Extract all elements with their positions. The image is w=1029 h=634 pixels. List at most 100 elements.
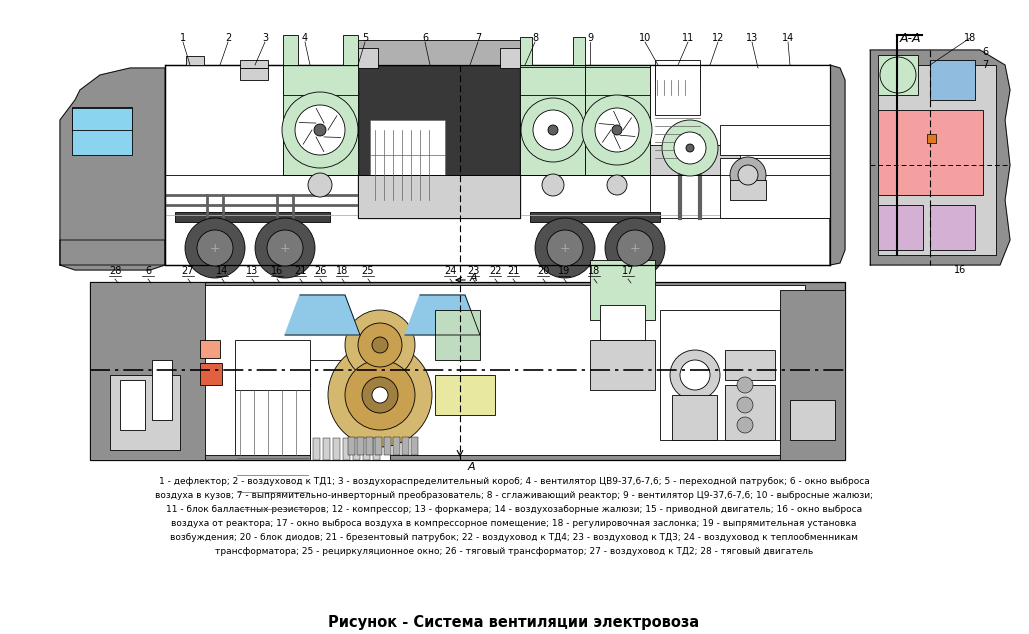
Bar <box>878 55 918 95</box>
Polygon shape <box>285 295 360 335</box>
Circle shape <box>548 125 558 135</box>
Circle shape <box>680 360 710 390</box>
Bar <box>200 285 805 455</box>
Text: 6: 6 <box>422 33 428 43</box>
Text: 11 - блок балластных резисторов; 12 - компрессор; 13 - форкамера; 14 - воздухоза: 11 - блок балластных резисторов; 12 - ко… <box>166 505 862 514</box>
Text: 6: 6 <box>982 47 988 57</box>
Text: возбуждения; 20 - блок диодов; 21 - брезентовый патрубок; 22 - воздуховод к ТД4;: возбуждения; 20 - блок диодов; 21 - брез… <box>170 533 858 542</box>
Text: 13: 13 <box>746 33 758 43</box>
Bar <box>235 375 310 455</box>
Bar <box>175 212 330 222</box>
Bar <box>283 135 358 175</box>
Text: 23: 23 <box>467 266 480 276</box>
Circle shape <box>345 360 415 430</box>
Polygon shape <box>870 50 1010 265</box>
Circle shape <box>737 377 753 393</box>
Bar <box>520 37 532 65</box>
Bar <box>375 437 382 455</box>
Bar <box>520 65 586 175</box>
Text: 3: 3 <box>262 33 269 43</box>
Bar <box>402 437 409 455</box>
Text: 14: 14 <box>216 266 228 276</box>
Circle shape <box>362 377 398 413</box>
Text: 20: 20 <box>537 266 549 276</box>
Text: 22: 22 <box>489 266 501 276</box>
Bar <box>384 437 391 455</box>
Text: А-А: А-А <box>899 32 921 44</box>
Text: воздуха в кузов; 7 - выпрямительно-инверторный преобразователь; 8 - сглаживающий: воздуха в кузов; 7 - выпрямительно-инвер… <box>155 491 873 500</box>
Text: 11: 11 <box>682 33 695 43</box>
Bar <box>358 48 378 68</box>
Circle shape <box>255 218 315 278</box>
Bar <box>435 310 480 360</box>
Bar <box>120 380 145 430</box>
Circle shape <box>670 350 720 400</box>
Bar <box>927 134 936 143</box>
Bar <box>90 282 845 460</box>
Circle shape <box>358 323 402 367</box>
Text: 16: 16 <box>954 265 966 275</box>
Circle shape <box>542 174 564 196</box>
Bar <box>586 65 650 175</box>
Text: А: А <box>470 273 477 283</box>
Text: 19: 19 <box>558 266 570 276</box>
Bar <box>650 145 740 175</box>
Bar <box>411 437 418 455</box>
Bar <box>672 395 717 440</box>
Bar <box>357 437 364 455</box>
Bar <box>72 107 132 155</box>
Text: воздуха от реактора; 17 - окно выброса воздуха в компрессорное помещение; 18 - р: воздуха от реактора; 17 - окно выброса в… <box>171 519 857 528</box>
Bar <box>348 437 355 455</box>
Text: 7: 7 <box>982 60 988 70</box>
Circle shape <box>533 110 573 150</box>
Bar <box>200 363 222 385</box>
Bar <box>393 437 400 455</box>
Bar <box>152 360 172 420</box>
Bar <box>235 340 310 390</box>
Bar <box>90 282 205 460</box>
Bar <box>323 438 330 460</box>
Text: 26: 26 <box>314 266 326 276</box>
Bar <box>725 350 775 380</box>
Circle shape <box>308 173 332 197</box>
Text: 6: 6 <box>145 266 151 276</box>
Bar <box>240 68 268 80</box>
Bar <box>366 437 372 455</box>
Text: 8: 8 <box>532 33 538 43</box>
Bar <box>240 60 268 68</box>
Circle shape <box>295 105 345 155</box>
Bar <box>283 35 298 65</box>
Circle shape <box>880 57 916 93</box>
Text: Рисунок - Система вентиляции электровоза: Рисунок - Система вентиляции электровоза <box>328 614 700 630</box>
Text: +: + <box>560 242 570 254</box>
Text: 5: 5 <box>362 33 368 43</box>
Circle shape <box>582 95 652 165</box>
Text: 1 - дефлектор; 2 - воздуховод к ТД1; 3 - воздухораспределительный короб; 4 - вен: 1 - дефлектор; 2 - воздуховод к ТД1; 3 -… <box>158 477 870 486</box>
Bar <box>720 158 830 218</box>
Text: 18: 18 <box>964 33 977 43</box>
Bar <box>780 290 845 460</box>
Bar <box>930 205 975 250</box>
Circle shape <box>372 337 388 353</box>
Text: 25: 25 <box>362 266 375 276</box>
Bar <box>110 375 180 450</box>
Text: 17: 17 <box>622 266 634 276</box>
Bar <box>878 205 923 250</box>
Text: +: + <box>280 242 290 254</box>
Circle shape <box>595 108 639 152</box>
Circle shape <box>612 125 622 135</box>
Circle shape <box>345 310 415 380</box>
Bar <box>725 385 775 440</box>
Text: трансформатора; 25 - рециркуляционное окно; 26 - тяговый трансформатор; 27 - воз: трансформатора; 25 - рециркуляционное ок… <box>215 547 813 556</box>
Text: 28: 28 <box>109 266 121 276</box>
Bar <box>573 37 586 65</box>
Polygon shape <box>60 68 165 265</box>
Bar <box>200 340 220 358</box>
Circle shape <box>185 218 245 278</box>
Circle shape <box>617 230 653 266</box>
Circle shape <box>686 144 694 152</box>
Text: 24: 24 <box>443 266 456 276</box>
Bar <box>186 56 204 65</box>
Bar <box>878 110 983 195</box>
Bar <box>650 65 830 218</box>
